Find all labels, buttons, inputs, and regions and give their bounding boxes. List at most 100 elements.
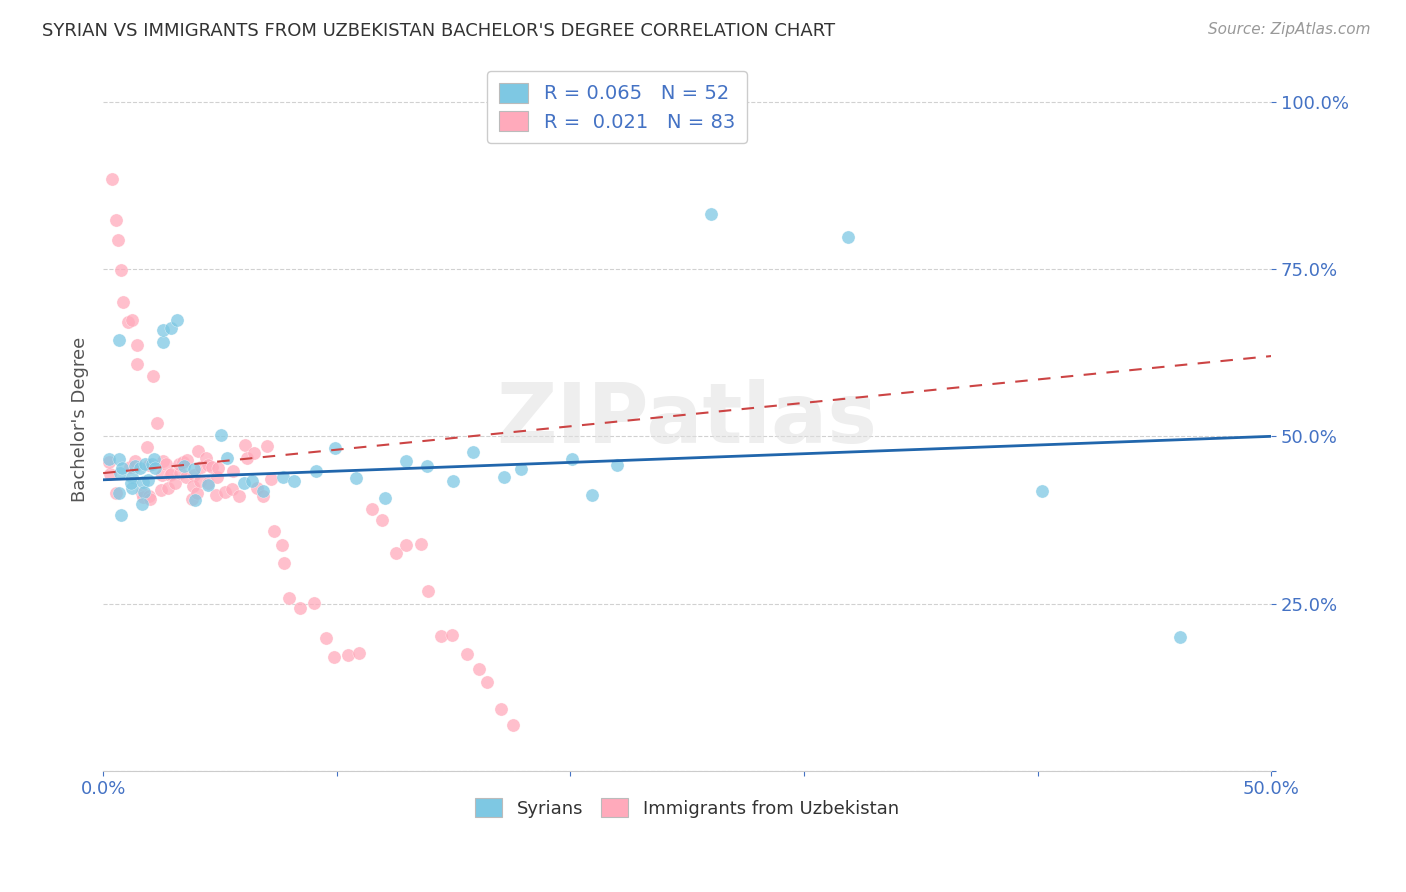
Point bbox=[121, 313, 143, 327]
Point bbox=[302, 596, 325, 610]
Point bbox=[221, 482, 243, 496]
Point bbox=[143, 461, 166, 475]
Point bbox=[477, 675, 499, 690]
Point bbox=[127, 338, 149, 352]
Point bbox=[385, 546, 408, 560]
Point bbox=[188, 474, 211, 488]
Point bbox=[157, 481, 180, 495]
Point bbox=[395, 538, 418, 552]
Text: Source: ZipAtlas.com: Source: ZipAtlas.com bbox=[1208, 22, 1371, 37]
Point bbox=[132, 490, 155, 504]
Point bbox=[273, 556, 295, 570]
Point bbox=[371, 513, 394, 527]
Point bbox=[152, 454, 174, 468]
Point bbox=[131, 475, 153, 490]
Point bbox=[169, 457, 191, 471]
Point bbox=[415, 458, 437, 473]
Point bbox=[134, 458, 156, 472]
Point bbox=[120, 460, 142, 475]
Point bbox=[197, 476, 219, 491]
Point bbox=[166, 313, 188, 327]
Point bbox=[430, 629, 453, 643]
Point bbox=[374, 491, 396, 506]
Point bbox=[129, 461, 152, 475]
Point bbox=[246, 481, 269, 495]
Point bbox=[125, 357, 148, 371]
Point bbox=[361, 501, 384, 516]
Point bbox=[283, 474, 305, 488]
Point bbox=[121, 481, 143, 495]
Point bbox=[142, 369, 165, 384]
Point bbox=[105, 485, 128, 500]
Point bbox=[837, 230, 859, 244]
Point bbox=[186, 486, 208, 500]
Point bbox=[152, 323, 174, 337]
Point bbox=[1031, 483, 1053, 498]
Point bbox=[169, 467, 191, 481]
Point bbox=[110, 508, 132, 523]
Point bbox=[395, 454, 418, 468]
Point bbox=[160, 467, 183, 481]
Point bbox=[145, 416, 167, 430]
Point bbox=[323, 441, 346, 455]
Point bbox=[277, 591, 299, 606]
Point bbox=[263, 524, 285, 539]
Point bbox=[131, 486, 153, 500]
Point bbox=[160, 320, 183, 334]
Point bbox=[606, 458, 628, 473]
Point bbox=[107, 233, 129, 247]
Point bbox=[138, 489, 160, 503]
Point bbox=[124, 454, 146, 468]
Point bbox=[197, 478, 219, 492]
Point bbox=[228, 489, 250, 503]
Point bbox=[305, 464, 328, 478]
Legend: Syrians, Immigrants from Uzbekistan: Syrians, Immigrants from Uzbekistan bbox=[468, 791, 907, 825]
Point bbox=[110, 466, 132, 480]
Point bbox=[136, 473, 159, 487]
Point bbox=[135, 440, 157, 454]
Point bbox=[121, 469, 143, 483]
Point bbox=[347, 646, 370, 660]
Point bbox=[180, 492, 202, 507]
Point bbox=[222, 464, 245, 478]
Point bbox=[132, 484, 155, 499]
Point bbox=[150, 468, 173, 483]
Point bbox=[141, 457, 163, 471]
Point bbox=[108, 452, 131, 467]
Text: SYRIAN VS IMMIGRANTS FROM UZBEKISTAN BACHELOR'S DEGREE CORRELATION CHART: SYRIAN VS IMMIGRANTS FROM UZBEKISTAN BAC… bbox=[42, 22, 835, 40]
Point bbox=[173, 458, 195, 473]
Point bbox=[159, 467, 181, 482]
Point bbox=[163, 476, 186, 491]
Point bbox=[104, 212, 127, 227]
Point bbox=[700, 207, 723, 221]
Point bbox=[494, 469, 516, 483]
Point bbox=[174, 470, 197, 484]
Point bbox=[110, 263, 132, 277]
Point bbox=[183, 468, 205, 483]
Point bbox=[217, 451, 239, 466]
Point bbox=[271, 538, 294, 552]
Point bbox=[1168, 630, 1191, 644]
Point bbox=[256, 439, 278, 453]
Point bbox=[98, 455, 121, 469]
Point bbox=[111, 461, 134, 475]
Point bbox=[440, 628, 463, 642]
Point bbox=[120, 476, 142, 491]
Point bbox=[131, 497, 153, 511]
Point bbox=[207, 460, 229, 475]
Point bbox=[252, 489, 274, 503]
Point bbox=[214, 484, 236, 499]
Point bbox=[561, 452, 583, 467]
Point bbox=[107, 486, 129, 500]
Point bbox=[183, 493, 205, 508]
Point bbox=[461, 445, 484, 459]
Point bbox=[502, 718, 524, 732]
Point bbox=[418, 584, 440, 599]
Point bbox=[111, 295, 134, 310]
Point bbox=[337, 648, 360, 662]
Point bbox=[138, 458, 160, 473]
Point bbox=[344, 470, 367, 484]
Point bbox=[197, 458, 219, 472]
Point bbox=[195, 450, 218, 465]
Point bbox=[409, 537, 432, 551]
